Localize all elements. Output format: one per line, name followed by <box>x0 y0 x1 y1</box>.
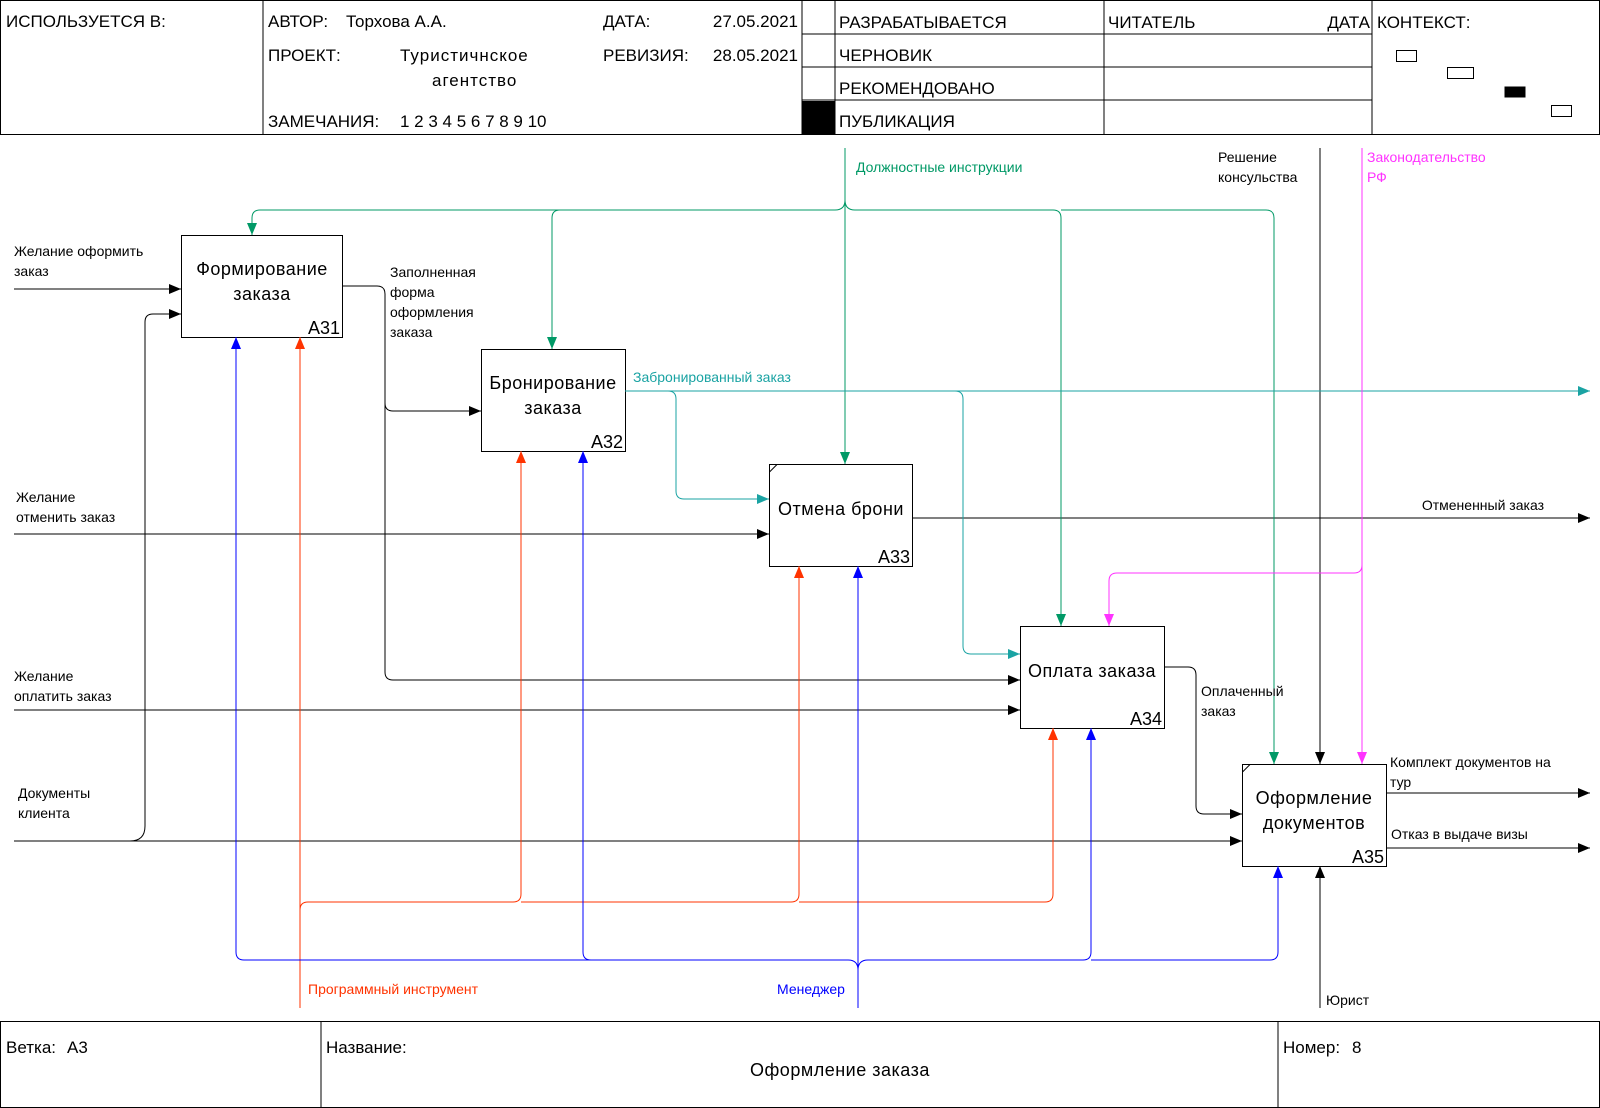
label-reserved-order: Забронированный заказ <box>633 369 791 385</box>
box-a32-id: A32 <box>591 432 623 452</box>
author-label: АВТОР: <box>268 12 328 31</box>
footer-number-value: 8 <box>1352 1038 1361 1057</box>
label-consulate-1: Решение <box>1218 149 1277 165</box>
label-visa-refusal: Отказ в выдаче визы <box>1391 826 1528 842</box>
label-filled-form-4: заказа <box>390 324 433 340</box>
label-consulate-2: консульства <box>1218 169 1298 185</box>
status-developing: РАЗРАБАТЫВАЕТСЯ <box>839 13 1007 32</box>
footer-branch-value: A3 <box>67 1038 88 1057</box>
box-a31-title-2: заказа <box>233 284 291 304</box>
label-filled-form-1: Заполненная <box>390 264 476 280</box>
arrow-manager-to-a32 <box>578 451 592 961</box>
context-thumbnail <box>1396 50 1572 117</box>
label-wish-cancel-2: отменить заказ <box>16 509 115 525</box>
label-paid-order-2: заказ <box>1201 703 1236 719</box>
box-a35-title-2: документов <box>1263 813 1365 833</box>
box-a34-id: A34 <box>1130 709 1162 729</box>
arrow-software-to-a34 <box>799 728 1058 903</box>
label-manager: Менеджер <box>777 981 845 997</box>
arrow-instructions-to-a35 <box>1061 209 1279 764</box>
box-a34-title: Оплата заказа <box>1028 661 1157 681</box>
box-a32-title-1: Бронирование <box>489 373 616 393</box>
status-recommended: РЕКОМЕНДОВАНО <box>839 79 995 98</box>
label-doc-kit-2: тур <box>1390 774 1411 790</box>
notes-value: 1 2 3 4 5 6 7 8 9 10 <box>400 112 547 131</box>
arrow-instructions-to-a32 <box>547 209 561 349</box>
box-a33-id: A33 <box>878 547 910 567</box>
arrow-client-docs-to-a31 <box>129 309 181 842</box>
notes-label: ЗАМЕЧАНИЯ: <box>268 112 379 131</box>
footer-number-label: Номер: <box>1283 1038 1340 1057</box>
arrow-instructions-to-a34 <box>844 199 1066 626</box>
arrow-manager-to-a35 <box>1091 866 1283 961</box>
arrow-instructions-to-a31 <box>247 199 846 235</box>
arrow-reserved-to-a34 <box>954 390 1020 659</box>
footer-branch-label: Ветка: <box>6 1038 56 1057</box>
arrow-manager-to-a31 <box>231 337 859 1008</box>
arrow-law-to-a34 <box>1104 564 1363 626</box>
context-label: КОНТЕКСТ: <box>1377 13 1470 32</box>
box-a35-title-1: Оформление <box>1256 788 1373 808</box>
box-a31[interactable]: Формирование заказа A31 <box>181 235 343 339</box>
project-value-line1: Туристичнское <box>400 46 529 65</box>
label-instructions: Должностные инструкции <box>856 159 1022 175</box>
date-value: 27.05.2021 <box>713 12 798 31</box>
box-a31-id: A31 <box>308 318 340 338</box>
arrow-software-to-a33 <box>521 566 804 903</box>
label-wish-pay-1: Желание <box>14 668 74 684</box>
box-a35[interactable]: Оформление документов A35 <box>1242 764 1387 868</box>
footer-name-value: Оформление заказа <box>750 1060 930 1080</box>
label-paid-order-1: Оплаченный <box>1201 683 1284 699</box>
box-a34[interactable]: Оплата заказа A34 <box>1020 626 1165 730</box>
box-a31-title-1: Формирование <box>196 259 328 279</box>
label-law-1: Законодательство <box>1367 149 1486 165</box>
revision-value: 28.05.2021 <box>713 46 798 65</box>
label-doc-kit-1: Комплект документов на <box>1390 754 1551 770</box>
label-cancelled-order: Отмененный заказ <box>1422 497 1544 513</box>
arrow-paid-order <box>1164 666 1242 819</box>
used-in-label: ИСПОЛЬЗУЕТСЯ В: <box>6 12 166 31</box>
label-wish-order-1: Желание оформить <box>14 243 143 259</box>
arrow-filled-form-to-a32 <box>342 285 481 416</box>
status-publication: ПУБЛИКАЦИЯ <box>839 112 955 131</box>
box-a35-id: A35 <box>1352 847 1384 867</box>
label-filled-form-3: оформления <box>390 304 474 320</box>
reader-date-label: ДАТА <box>1327 13 1370 32</box>
reader-label: ЧИТАТЕЛЬ <box>1108 13 1195 32</box>
label-wish-order-2: заказ <box>14 263 49 279</box>
project-label: ПРОЕКТ: <box>268 46 341 65</box>
label-filled-form-2: форма <box>390 284 435 300</box>
footer-name-label: Название: <box>326 1038 407 1057</box>
label-wish-pay-2: оплатить заказ <box>14 688 112 704</box>
project-value-line2: агентство <box>432 71 517 90</box>
label-law-2: РФ <box>1367 169 1387 185</box>
label-wish-cancel-1: Желание <box>16 489 76 505</box>
box-a32-title-2: заказа <box>524 398 582 418</box>
author-value: Торхова А.А. <box>346 12 447 31</box>
revision-label: РЕВИЗИЯ: <box>603 46 689 65</box>
label-client-docs-2: клиента <box>18 805 70 821</box>
arrow-software-to-a32 <box>299 451 526 911</box>
date-label: ДАТА: <box>603 12 650 31</box>
box-a33-title: Отмена брони <box>778 499 904 519</box>
arrow-manager-to-a34 <box>857 728 1096 971</box>
label-lawyer: Юрист <box>1326 992 1370 1008</box>
publication-marker <box>802 101 835 134</box>
label-software: Программный инструмент <box>308 981 479 997</box>
status-draft: ЧЕРНОВИК <box>839 46 932 65</box>
arrow-filled-form-to-a34 <box>384 403 1020 685</box>
box-a33[interactable]: Отмена брони A33 <box>769 464 913 568</box>
arrow-reserved-to-a33 <box>667 390 769 504</box>
box-a32[interactable]: Бронирование заказа A32 <box>481 349 626 453</box>
label-client-docs-1: Документы <box>18 785 90 801</box>
